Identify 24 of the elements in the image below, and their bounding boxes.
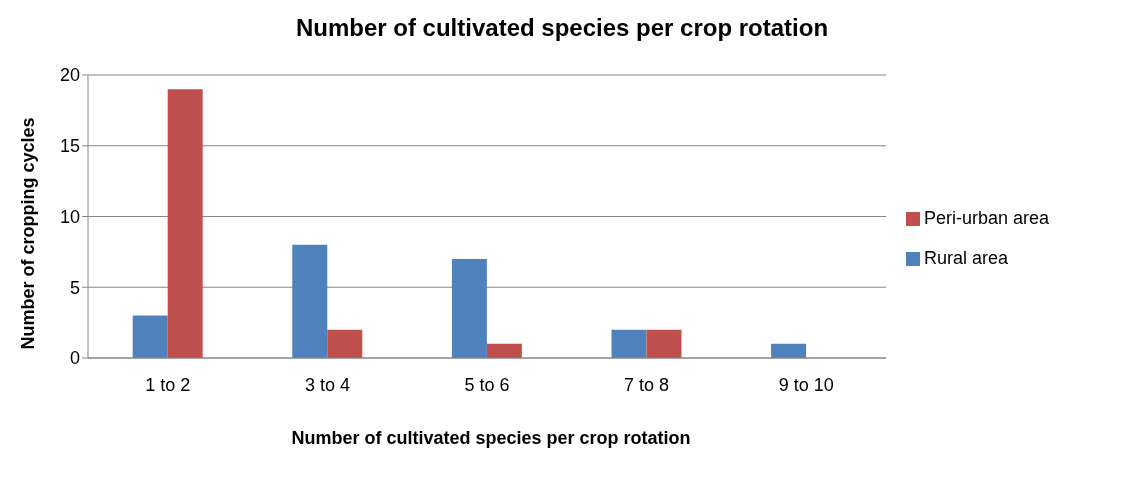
bar	[132, 315, 168, 358]
y-tick-label: 20	[59, 65, 80, 86]
x-tick-label: 5 to 6	[464, 374, 510, 395]
bar	[771, 343, 807, 358]
y-tick-label: 10	[59, 206, 80, 227]
x-tick-label: 9 to 10	[778, 374, 834, 395]
y-tick-label: 5	[69, 277, 80, 298]
bar	[451, 258, 487, 358]
x-tick-label: 1 to 2	[145, 374, 191, 395]
y-axis-title: Number of cropping cycles	[17, 116, 39, 352]
x-tick-label: 7 to 8	[624, 374, 670, 395]
bar	[167, 89, 203, 358]
y-tick-label: 0	[69, 348, 80, 369]
bar	[486, 343, 522, 358]
y-tick-label: 15	[59, 136, 80, 157]
legend-label: Peri-urban area	[924, 208, 1050, 228]
chart-title: Number of cultivated species per crop rotation	[294, 14, 830, 42]
bar	[646, 329, 682, 358]
bar	[327, 329, 363, 358]
bar	[292, 244, 328, 358]
legend-label: Rural area	[924, 248, 1009, 268]
bar	[611, 329, 647, 358]
x-tick-label: 3 to 4	[304, 374, 350, 395]
x-axis-title: Number of cultivated species per crop rotation	[290, 428, 692, 449]
